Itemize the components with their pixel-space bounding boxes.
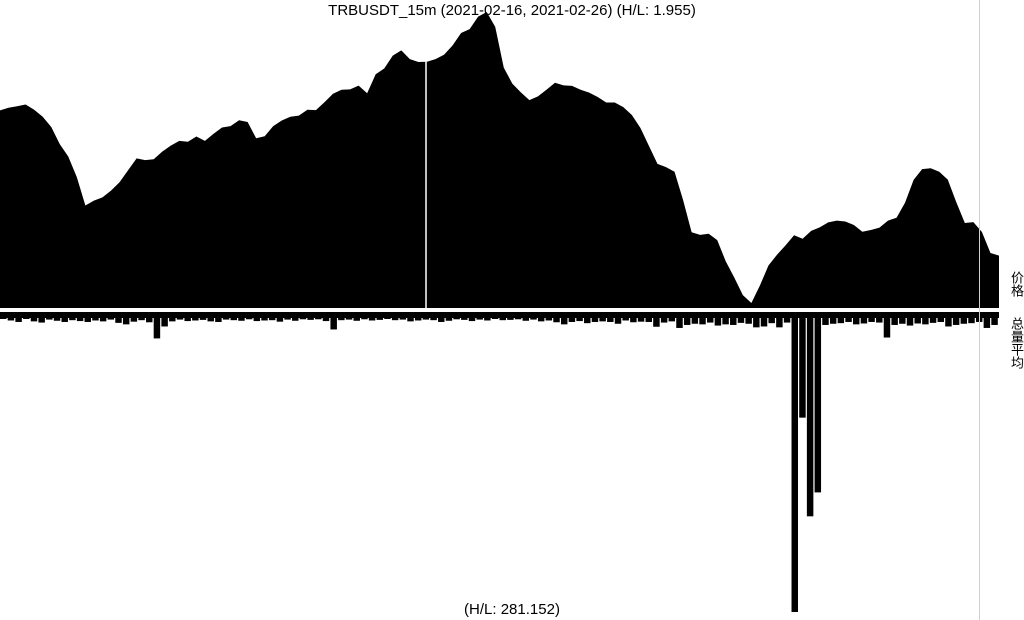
volume-bar xyxy=(891,313,898,325)
volume-bar xyxy=(683,313,691,325)
volume-bar xyxy=(829,313,837,324)
volume-bar xyxy=(899,313,906,324)
volume-bar xyxy=(776,313,783,328)
volume-bar xyxy=(714,313,722,326)
volume-bar xyxy=(791,313,798,612)
volume-bar xyxy=(883,313,891,338)
volume-bar xyxy=(799,313,806,418)
volume-bar xyxy=(952,313,960,325)
volume-bar xyxy=(814,313,822,493)
volume-bar xyxy=(860,313,868,324)
volume-bar xyxy=(914,313,921,324)
volume-bar xyxy=(753,313,760,328)
volume-bar xyxy=(653,313,660,327)
volume-bar xyxy=(945,313,952,327)
volume-bar xyxy=(699,313,706,325)
volume-bar xyxy=(560,313,568,325)
volume-bar xyxy=(960,313,968,324)
volume-bar xyxy=(161,313,168,327)
volume-axis-label: 总量平均 xyxy=(1009,317,1024,369)
volume-bar xyxy=(852,313,860,325)
volume-bar xyxy=(722,313,729,325)
volume-bar xyxy=(760,313,768,327)
price-axis-label: 价格 xyxy=(1009,271,1024,297)
volume-bar xyxy=(983,313,991,328)
volume-bars-series xyxy=(0,312,999,612)
volume-bar xyxy=(730,313,737,325)
volume-bar xyxy=(768,313,775,324)
volume-bar xyxy=(991,313,998,325)
volume-bar xyxy=(968,313,975,324)
volume-bar xyxy=(676,313,683,328)
volume-bar xyxy=(153,313,161,339)
volume-bar xyxy=(584,313,591,324)
volume-bar xyxy=(745,313,752,324)
volume-bar xyxy=(330,313,337,330)
volume-bar xyxy=(837,313,845,324)
chart-title: TRBUSDT_15m (2021-02-16, 2021-02-26) (H/… xyxy=(328,2,696,19)
volume-bar xyxy=(614,313,622,324)
price-area-series xyxy=(0,12,999,308)
volume-bar xyxy=(806,313,814,517)
volume-baseline xyxy=(0,312,999,318)
volume-bar xyxy=(906,313,914,326)
volume-hl-label: (H/L: 281.152) xyxy=(464,601,560,618)
volume-bar xyxy=(691,313,699,324)
volume-bar xyxy=(822,313,829,325)
volume-bar xyxy=(122,313,130,325)
volume-bar xyxy=(922,313,929,325)
